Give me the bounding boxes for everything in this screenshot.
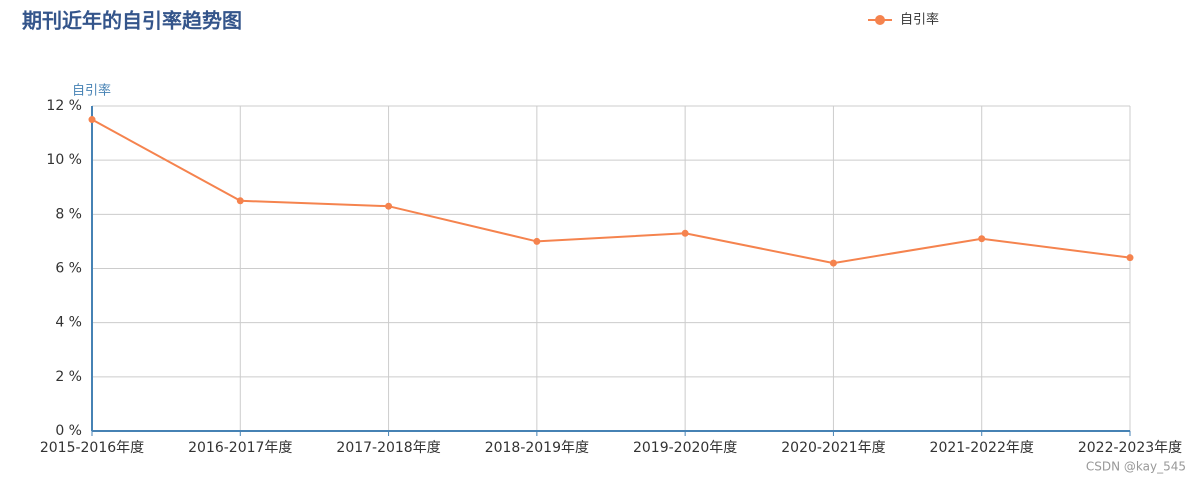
x-tick-label: 2015-2016年度 — [40, 440, 144, 456]
point — [385, 202, 393, 210]
x-tick-label: 2018-2019年度 — [485, 440, 589, 456]
y-tick-label: 6 % — [55, 261, 82, 277]
legend-label: 自引率 — [900, 12, 939, 28]
y-axis-title: 自引率 — [72, 83, 111, 99]
point — [681, 229, 689, 237]
legend-marker — [875, 15, 885, 25]
watermark: CSDN @kay_545 — [1086, 460, 1186, 474]
x-tick-label: 2016-2017年度 — [188, 440, 292, 456]
y-tick-label: 12 % — [46, 98, 82, 114]
line — [91, 118, 1131, 265]
y-tick-label: 0 % — [55, 423, 82, 439]
point — [978, 235, 986, 243]
point — [533, 237, 541, 245]
point — [829, 259, 837, 267]
x-tick-label: 2021-2022年度 — [930, 440, 1034, 456]
y-tick-label: 2 % — [55, 369, 82, 385]
point — [1126, 254, 1134, 262]
x-tick-label: 2019-2020年度 — [633, 440, 737, 456]
y-tick-label: 10 % — [46, 152, 82, 168]
x-tick-label: 2017-2018年度 — [336, 440, 440, 456]
chart-title: 期刊近年的自引率趋势图 — [22, 9, 242, 33]
y-tick-label: 4 % — [55, 315, 82, 331]
x-tick-label: 2020-2021年度 — [781, 440, 885, 456]
point — [236, 197, 244, 205]
x-tick-label: 2022-2023年度 — [1078, 440, 1182, 456]
y-tick-label: 8 % — [55, 206, 82, 222]
point — [88, 116, 96, 124]
